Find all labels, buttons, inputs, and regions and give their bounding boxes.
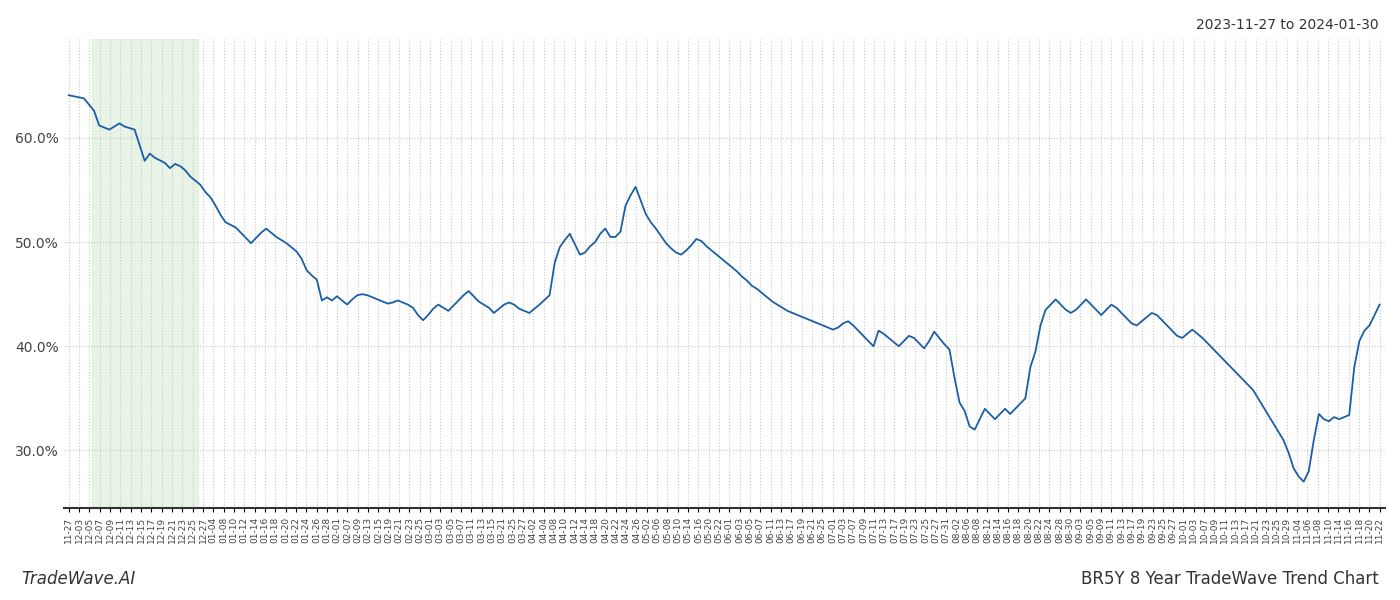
Text: BR5Y 8 Year TradeWave Trend Chart: BR5Y 8 Year TradeWave Trend Chart (1081, 570, 1379, 588)
Text: 2023-11-27 to 2024-01-30: 2023-11-27 to 2024-01-30 (1197, 18, 1379, 32)
Bar (91, 39, 197, 508)
Text: TradeWave.AI: TradeWave.AI (21, 570, 136, 588)
